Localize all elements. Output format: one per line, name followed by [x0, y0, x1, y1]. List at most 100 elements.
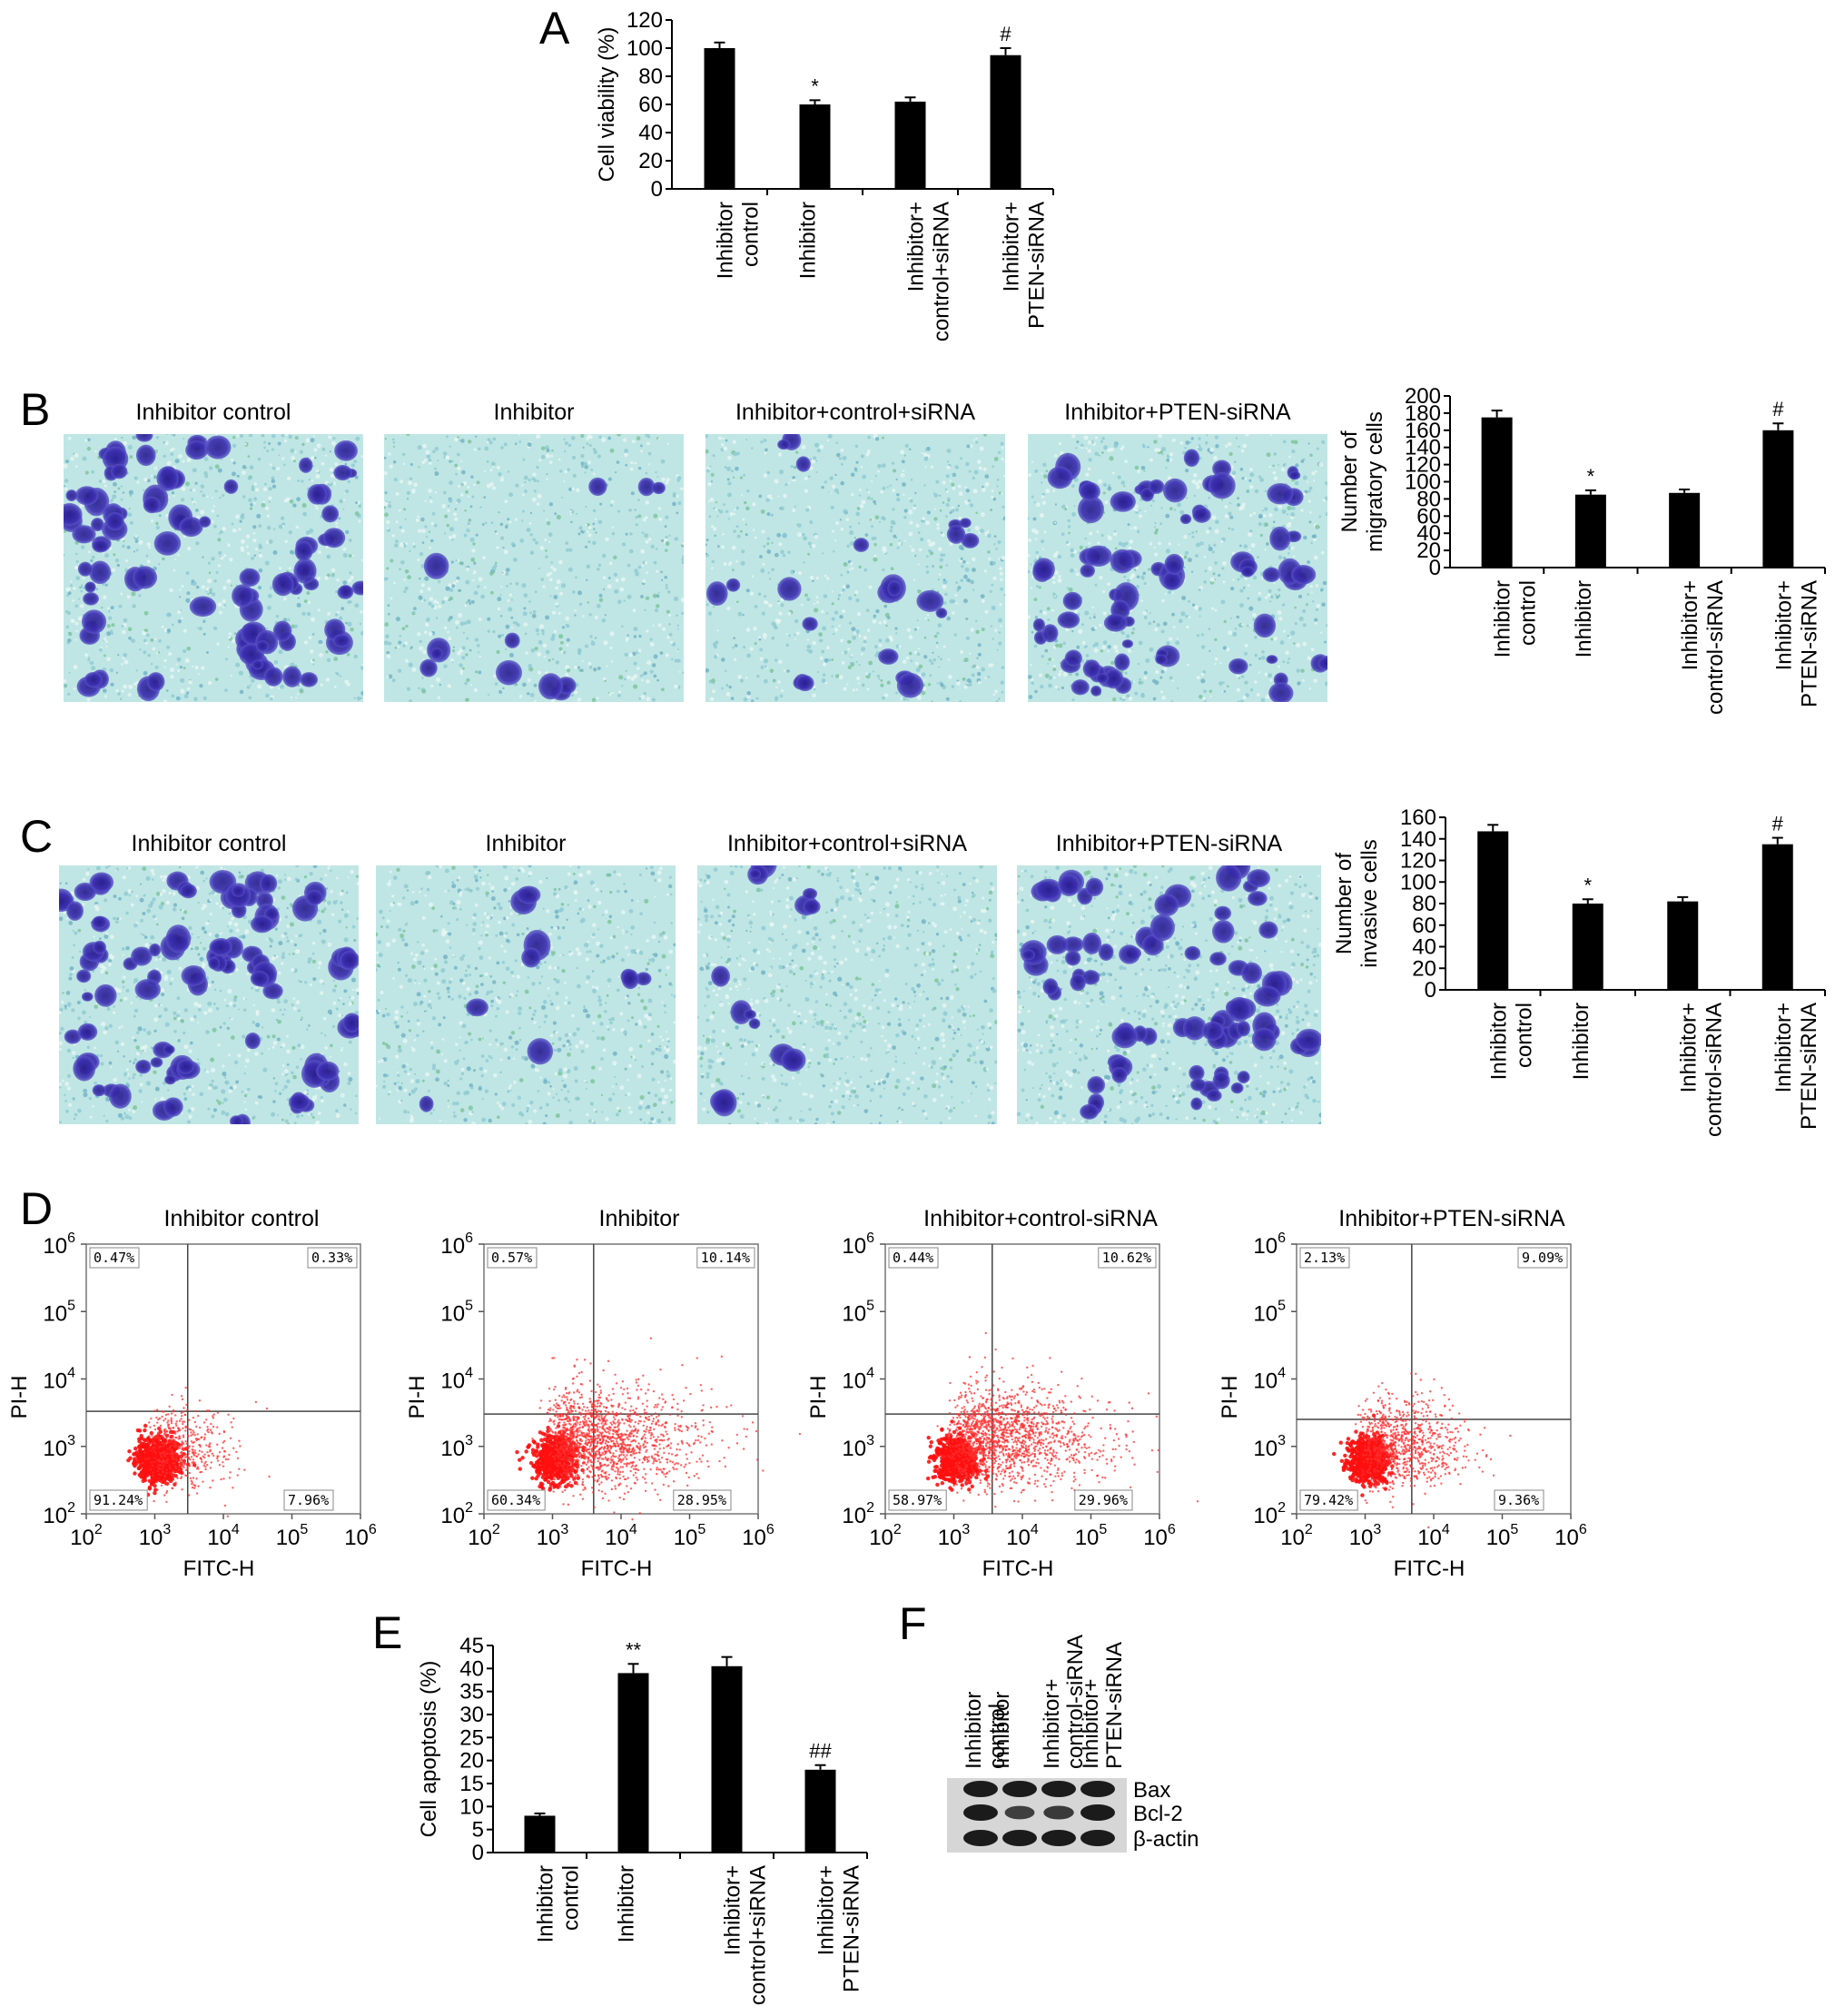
- membrane-pore: [540, 578, 545, 581]
- membrane-pore: [391, 534, 395, 538]
- membrane-pore: [115, 671, 119, 674]
- membrane-pore: [601, 437, 607, 442]
- membrane-pore: [232, 529, 236, 533]
- membrane-pore: [834, 488, 839, 493]
- membrane-pore: [1136, 529, 1140, 534]
- membrane-pore: [294, 934, 298, 937]
- membrane-pore: [927, 683, 932, 687]
- membrane-pore: [1230, 586, 1235, 591]
- membrane-pore: [91, 469, 95, 474]
- membrane-pore: [306, 611, 311, 617]
- membrane-pore: [766, 512, 771, 517]
- membrane-pore: [544, 538, 548, 541]
- membrane-pore: [212, 1002, 216, 1005]
- membrane-pore: [103, 1030, 108, 1035]
- membrane-pore: [1211, 607, 1215, 610]
- stained-cell: [83, 592, 99, 606]
- membrane-pore: [708, 515, 712, 519]
- membrane-pore: [259, 1095, 263, 1100]
- membrane-pore: [287, 876, 291, 882]
- membrane-pore: [99, 937, 102, 940]
- membrane-pore: [163, 699, 168, 702]
- membrane-pore: [452, 646, 455, 648]
- membrane-pore: [428, 631, 433, 637]
- membrane-pore: [909, 520, 913, 525]
- membrane-pore: [829, 476, 834, 480]
- membrane-pore: [1213, 455, 1218, 460]
- membrane-pore: [177, 669, 181, 673]
- membrane-pore: [945, 515, 948, 519]
- membrane-pore: [726, 492, 732, 498]
- stained-cell: [300, 672, 319, 687]
- membrane-pore: [610, 499, 615, 504]
- membrane-pore: [326, 900, 331, 905]
- membrane-pore: [1045, 489, 1051, 494]
- membrane-pore: [659, 519, 662, 521]
- membrane-pore: [281, 525, 285, 528]
- membrane-pore: [1315, 524, 1320, 529]
- membrane-pore: [548, 578, 553, 582]
- membrane-pore: [916, 626, 920, 629]
- membrane-pore: [385, 499, 388, 503]
- membrane-pore: [114, 558, 120, 563]
- stained-cell: [959, 518, 972, 529]
- membrane-pore: [211, 509, 215, 513]
- y-tick-label: 100: [1405, 470, 1441, 495]
- membrane-pore: [767, 571, 770, 575]
- membrane-pore: [627, 594, 632, 599]
- membrane-pore: [278, 454, 281, 457]
- membrane-pore: [469, 602, 472, 606]
- membrane-pore: [360, 690, 363, 696]
- membrane-pore: [1302, 678, 1305, 682]
- membrane-pore: [110, 682, 114, 687]
- membrane-pore: [73, 944, 75, 947]
- membrane-pore: [821, 649, 825, 654]
- membrane-pore: [128, 636, 132, 640]
- membrane-pore: [121, 980, 125, 983]
- membrane-pore: [163, 666, 166, 668]
- membrane-pore: [901, 460, 905, 464]
- category-label: Inhibitor: [796, 202, 821, 279]
- membrane-pore: [1062, 641, 1066, 646]
- membrane-pore: [737, 611, 743, 617]
- membrane-pore: [269, 463, 272, 467]
- membrane-pore: [1176, 637, 1179, 640]
- membrane-pore: [844, 650, 848, 655]
- membrane-pore: [73, 665, 78, 669]
- membrane-pore: [271, 434, 276, 439]
- membrane-pore: [629, 532, 633, 536]
- membrane-pore: [128, 1116, 133, 1121]
- membrane-pore: [586, 530, 589, 534]
- membrane-pore: [281, 954, 286, 960]
- membrane-pore: [1031, 681, 1035, 686]
- membrane-pore: [183, 1044, 189, 1050]
- membrane-pore: [669, 640, 674, 645]
- membrane-pore: [842, 651, 844, 654]
- membrane-pore: [528, 478, 531, 482]
- membrane-pore: [822, 662, 827, 667]
- membrane-pore: [290, 696, 293, 699]
- membrane-pore: [1148, 621, 1152, 626]
- membrane-pore: [356, 882, 359, 885]
- membrane-pore: [592, 448, 597, 451]
- membrane-pore: [1312, 534, 1317, 539]
- membrane-pore: [792, 476, 796, 479]
- membrane-pore: [295, 697, 298, 699]
- y-tick-label: 40: [638, 121, 663, 145]
- membrane-pore: [806, 644, 812, 649]
- membrane-pore: [783, 493, 787, 499]
- membrane-pore: [303, 875, 308, 879]
- membrane-pore: [455, 472, 458, 476]
- membrane-pore: [74, 1117, 76, 1120]
- membrane-pore: [603, 677, 607, 681]
- membrane-pore: [82, 577, 85, 580]
- membrane-pore: [472, 572, 475, 575]
- membrane-pore: [1001, 690, 1004, 694]
- membrane-pore: [426, 454, 431, 459]
- membrane-pore: [1293, 440, 1298, 445]
- membrane-pore: [1300, 668, 1305, 673]
- membrane-pore: [797, 523, 802, 528]
- membrane-pore: [779, 694, 784, 698]
- membrane-pore: [286, 1063, 290, 1066]
